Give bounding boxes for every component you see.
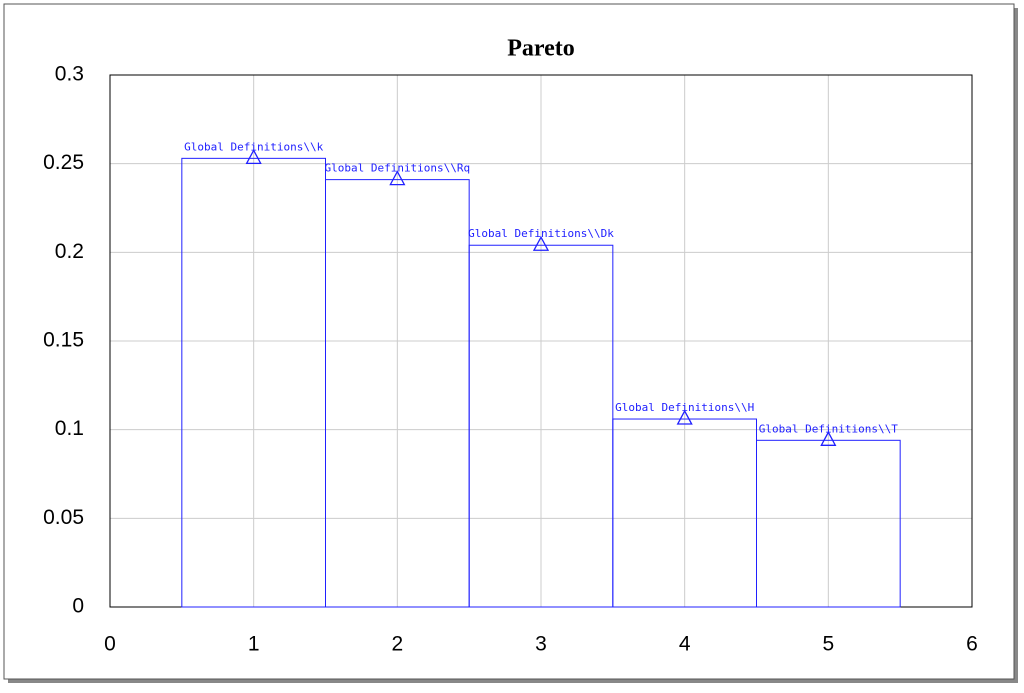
point-marker — [676, 409, 693, 425]
y-tick-label: 0.1 — [55, 417, 84, 440]
point-label: Global Definitions\\T — [759, 422, 898, 435]
x-tick-label: 6 — [966, 633, 978, 656]
point-marker — [245, 148, 262, 164]
y-tick-label: 0.25 — [43, 151, 84, 174]
x-tick-label: 5 — [822, 633, 834, 656]
y-tick-label: 0 — [72, 595, 84, 618]
x-tick-label: 3 — [535, 633, 547, 656]
x-tick-label: 1 — [248, 633, 260, 656]
bar — [756, 439, 901, 608]
point-label: Global Definitions\\H — [615, 401, 754, 414]
y-tick-label: 0.2 — [55, 240, 84, 263]
point-marker — [389, 170, 406, 186]
x-tick-label: 0 — [104, 633, 116, 656]
x-tick-label: 2 — [391, 633, 403, 656]
x-tick-label: 4 — [679, 633, 691, 656]
y-tick-label: 0.15 — [43, 329, 84, 352]
point-marker — [532, 235, 550, 251]
point-label: Global Definitions\\k — [184, 140, 323, 153]
point-label: Global Definitions\\Rq — [324, 162, 470, 175]
y-tick-label: 0.05 — [43, 506, 84, 529]
point-label: Global Definitions\\Dk — [468, 227, 614, 240]
chart-title: Pareto — [507, 36, 575, 62]
y-tick-label: 0.3 — [55, 63, 84, 86]
point-marker — [820, 430, 837, 446]
